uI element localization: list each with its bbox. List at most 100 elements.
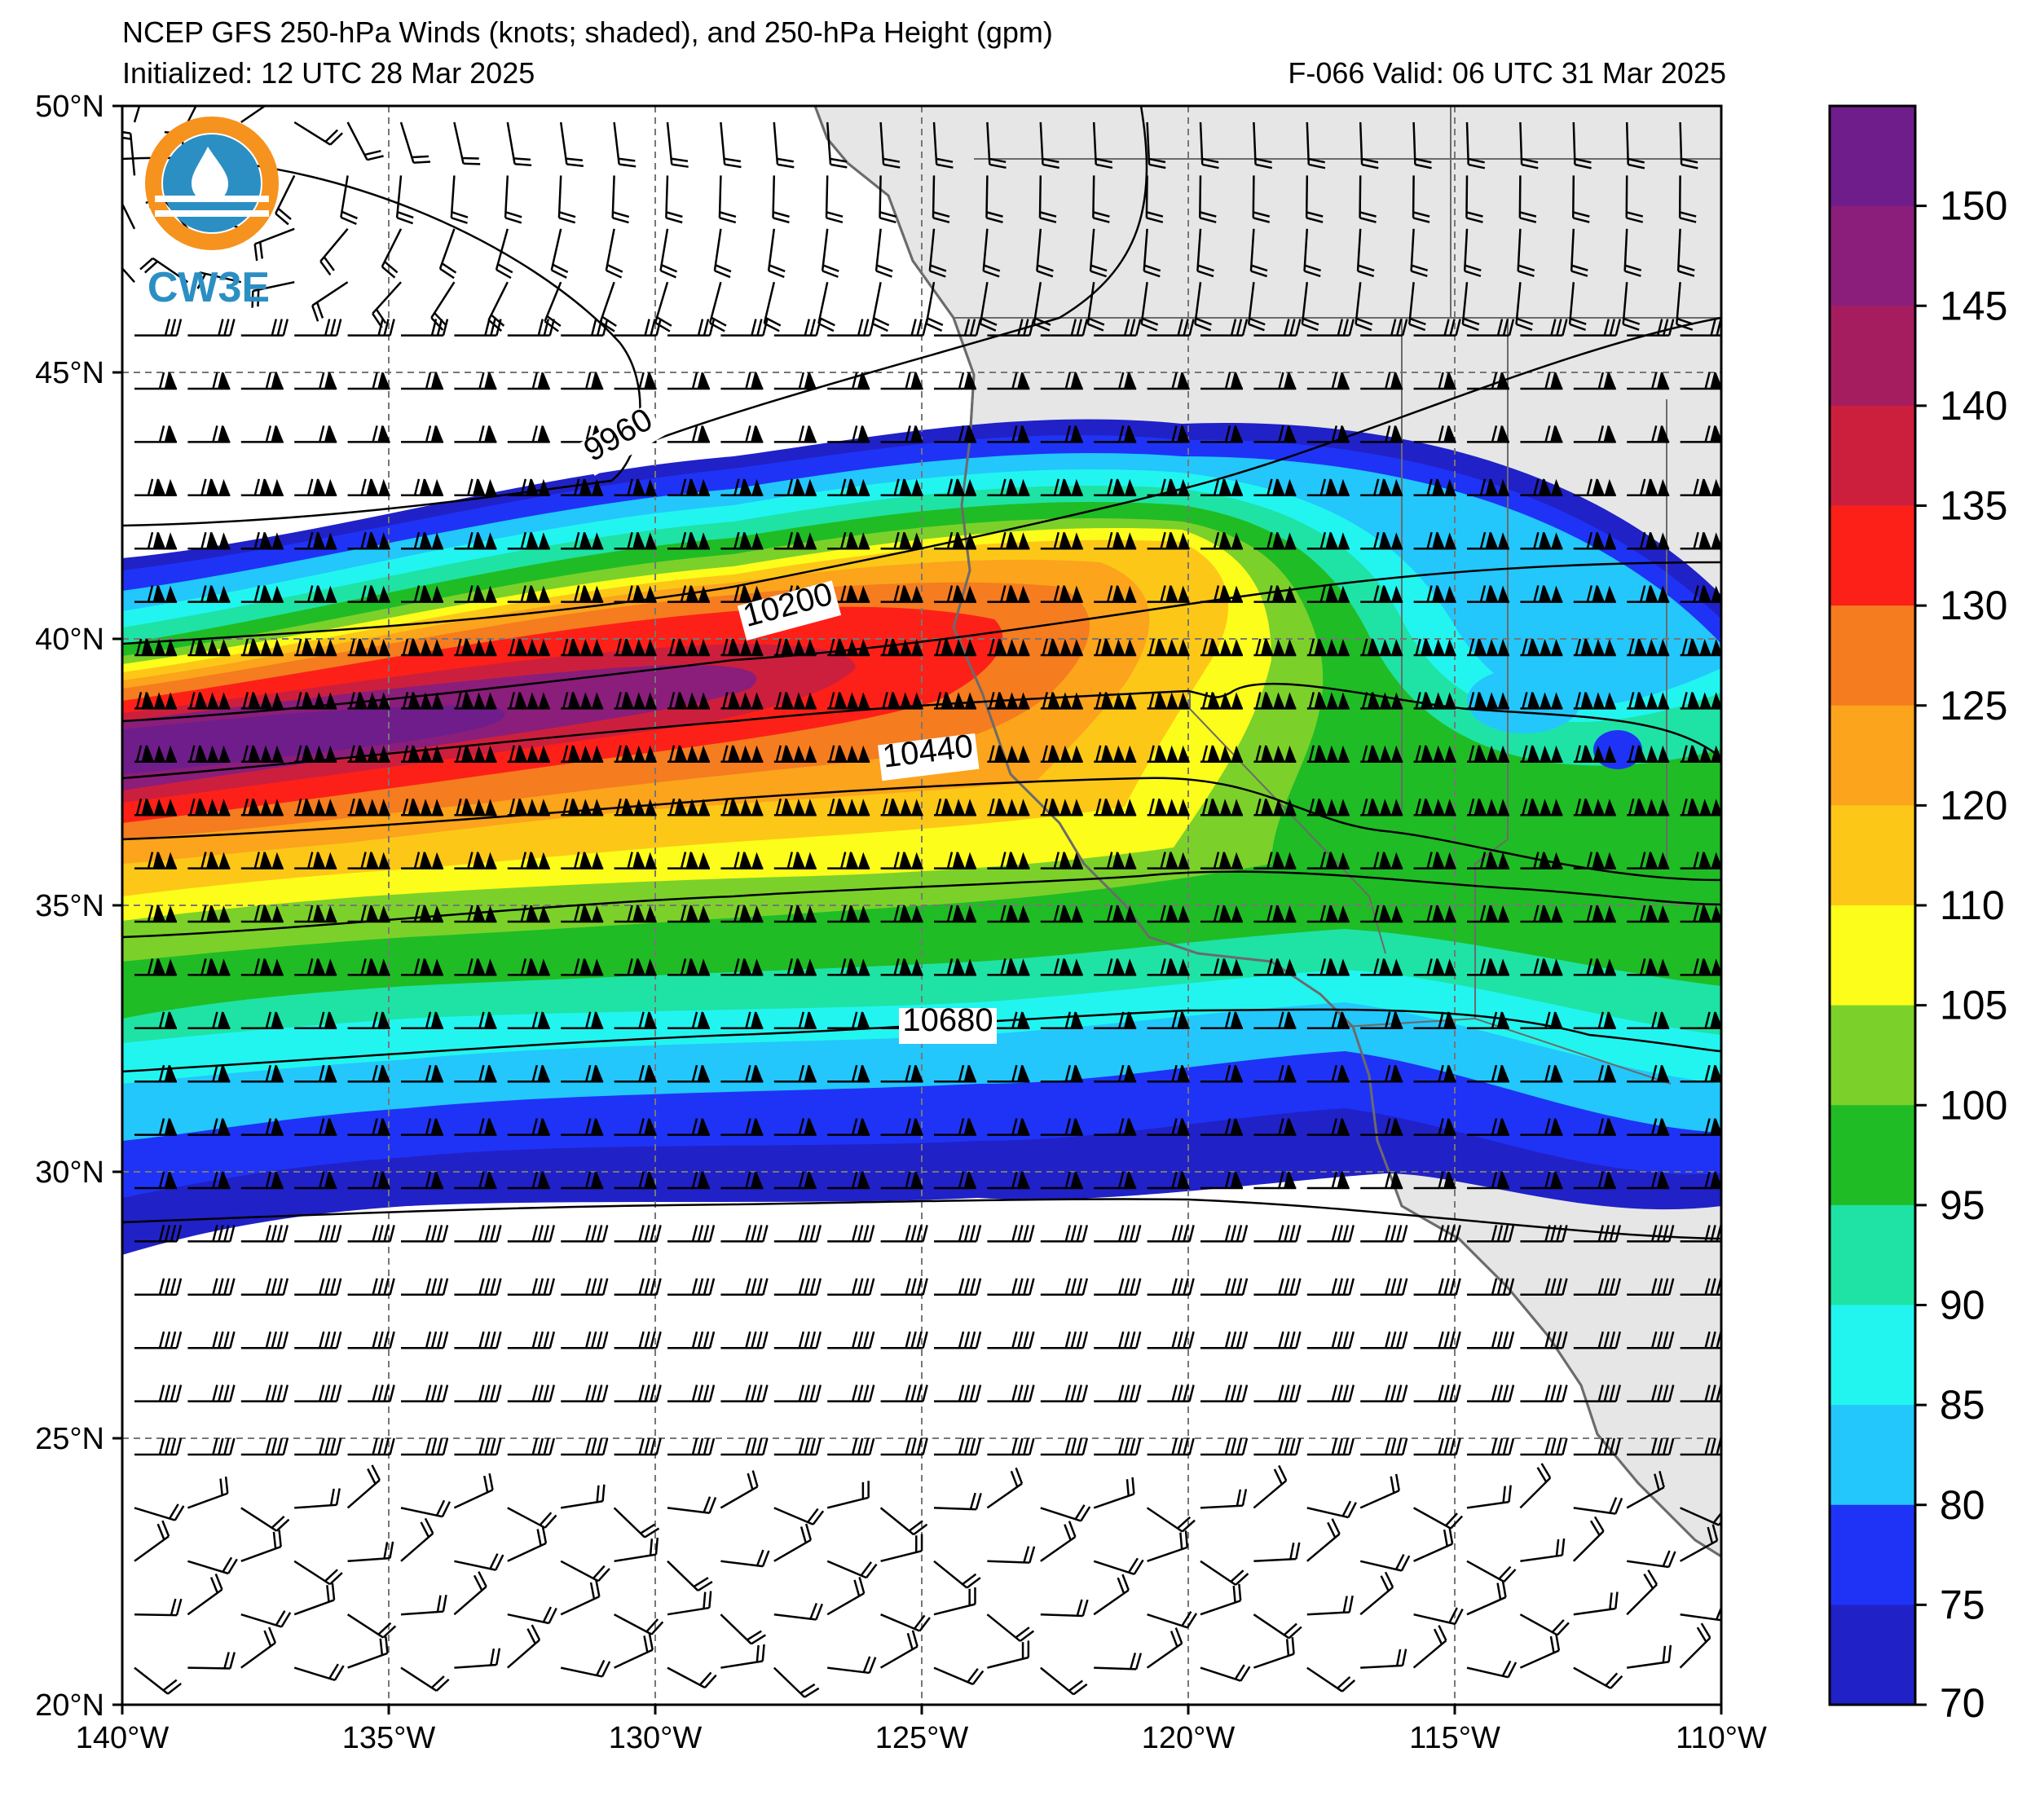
wind-barb: [1680, 425, 1721, 443]
wind-barb: [1147, 638, 1190, 657]
wind-barb: [1413, 1118, 1456, 1136]
wind-barb: [1040, 372, 1083, 390]
wind-barb: [1094, 478, 1137, 497]
wind-barb: [614, 1437, 662, 1456]
map-plot-area: 9960 10200 10440 10680: [122, 106, 1721, 1705]
wind-barb: [1625, 175, 1644, 223]
colorbar: 150 145 140 135 130 125 120 110 105 100 95 90 85 80 75…: [1828, 104, 2007, 1726]
wind-barb: [1253, 745, 1297, 764]
wind-barb: [720, 692, 764, 710]
wind-barb: [611, 175, 630, 224]
wind-barb: [1573, 1011, 1616, 1030]
wind-barb: [987, 852, 1030, 869]
wind-barb: [614, 1538, 659, 1563]
wind-barb: [880, 905, 923, 923]
colorbar-label: 105: [1940, 983, 2007, 1028]
wind-barb: [1200, 1560, 1249, 1586]
wind-barb: [1413, 1225, 1461, 1243]
wind-barb: [1147, 1064, 1190, 1083]
wind-barb: [1306, 1331, 1355, 1349]
wind-barb: [826, 1560, 878, 1579]
wind-barb: [561, 692, 604, 710]
colorbar-label: 90: [1940, 1283, 1985, 1328]
colorbar-label: 85: [1940, 1382, 1985, 1428]
wind-barb: [507, 1064, 550, 1083]
wind-barb: [187, 1437, 236, 1456]
wind-barb: [1200, 905, 1243, 923]
wind-barb: [1040, 958, 1083, 976]
wind-barb: [614, 1331, 662, 1349]
wind-barb: [381, 228, 403, 279]
lon-label-130: 130°W: [609, 1721, 703, 1755]
wind-barb: [134, 1118, 177, 1136]
wind-barb: [1147, 425, 1190, 443]
wind-barb: [1680, 852, 1721, 869]
wind-barb: [561, 1331, 609, 1349]
wind-barb: [1467, 478, 1509, 497]
wind-barb: [1413, 798, 1456, 817]
wind-barb: [827, 958, 870, 976]
wind-barb: [1040, 319, 1089, 337]
wind-barb: [934, 1437, 982, 1456]
wind-barb: [1140, 282, 1159, 332]
wind-barb: [773, 319, 822, 337]
wind-barb: [720, 1064, 764, 1083]
wind-barb: [1627, 1331, 1675, 1349]
wind-barb: [1040, 478, 1083, 497]
wind-barb: [1360, 1171, 1403, 1190]
wind-barb: [134, 692, 177, 710]
wind-barb: [187, 638, 231, 657]
wind-barb: [1253, 1331, 1302, 1349]
wind-barb: [880, 1534, 923, 1563]
wind-barb: [1466, 1485, 1512, 1509]
colorbar-segment: [1830, 1105, 1915, 1206]
wind-barb: [1040, 1666, 1088, 1696]
wind-barb: [1679, 121, 1698, 169]
wind-barb: [561, 585, 604, 603]
wind-barb: [1680, 1011, 1721, 1030]
wind-barb: [187, 1171, 231, 1190]
wind-barb: [1094, 1653, 1143, 1671]
wind-barb: [1094, 1225, 1142, 1243]
wind-barb: [187, 1556, 238, 1575]
wind-barb: [1467, 585, 1509, 603]
wind-barb: [561, 372, 604, 390]
wind-barb: [561, 319, 609, 337]
wind-barb: [987, 585, 1030, 603]
wind-barb: [134, 372, 177, 390]
wind-barb: [1573, 1497, 1623, 1515]
wind-barb: [880, 852, 923, 869]
wind-barb: [880, 531, 923, 550]
wind-barb: [1413, 1278, 1461, 1296]
wind-barb: [1520, 1171, 1563, 1190]
wind-barb: [1573, 958, 1616, 976]
wind-barb: [1040, 1504, 1091, 1522]
wind-barb: [880, 478, 923, 497]
wind-barb: [347, 1437, 395, 1456]
wind-barb: [987, 1118, 1030, 1136]
colorbar-segment: [1830, 905, 1915, 1006]
wind-barb: [1413, 1171, 1456, 1190]
wind-barb: [934, 852, 976, 869]
wind-barb: [400, 1666, 450, 1692]
wind-barb: [1306, 958, 1350, 976]
wind-barb: [1200, 319, 1249, 337]
wind-barb: [507, 372, 550, 390]
wind-barb: [1360, 958, 1403, 976]
wind-barb: [240, 1225, 289, 1243]
wind-barb: [1520, 1064, 1563, 1083]
wind-barb: [1146, 121, 1166, 169]
wind-barb: [240, 852, 284, 869]
wind-barb: [1466, 1660, 1518, 1679]
wind-barb: [720, 425, 764, 443]
wind-barb: [187, 692, 231, 710]
wind-barb: [187, 1476, 229, 1509]
wind-barb: [187, 319, 236, 337]
wind-barb: [506, 121, 532, 167]
wind-barb: [454, 1011, 497, 1030]
wind-barb: [1680, 372, 1721, 390]
wind-barb: [1519, 1463, 1552, 1509]
colorbar-label: 125: [1940, 683, 2007, 729]
wind-barb: [294, 585, 337, 603]
wind-barb: [1410, 228, 1429, 278]
